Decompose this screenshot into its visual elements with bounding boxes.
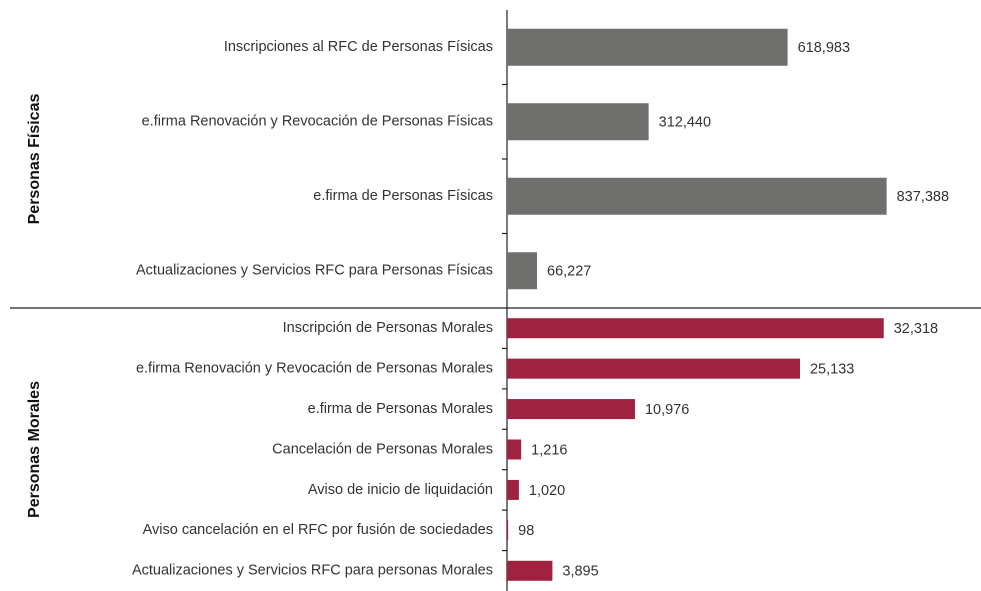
category-label: Inscripciones al RFC de Personas Físicas (224, 39, 493, 55)
bar (507, 520, 509, 541)
category-label: Aviso cancelación en el RFC por fusión d… (143, 522, 493, 538)
category-label: Aviso de inicio de liquidación (308, 482, 493, 498)
value-label: 1,216 (531, 442, 567, 458)
bar (507, 479, 519, 500)
group-label: Personas Físicas (26, 94, 43, 225)
category-label: Inscripción de Personas Morales (283, 320, 493, 336)
category-label: Actualizaciones y Servicios RFC para Per… (136, 263, 493, 279)
bar (507, 439, 522, 460)
bar (507, 252, 538, 290)
value-label: 312,440 (659, 115, 711, 131)
bar (507, 28, 788, 66)
bar (507, 177, 887, 215)
value-label: 618,983 (798, 40, 850, 56)
category-label: Actualizaciones y Servicios RFC para per… (132, 563, 493, 579)
value-label: 1,020 (529, 483, 565, 499)
category-label: Cancelación de Personas Morales (272, 441, 493, 457)
category-label: e.firma Renovación y Revocación de Perso… (142, 114, 493, 130)
value-label: 32,318 (894, 321, 938, 337)
category-label: e.firma Renovación y Revocación de Perso… (136, 360, 493, 376)
bar (507, 318, 884, 339)
category-label: e.firma de Personas Morales (308, 401, 493, 417)
bar (507, 358, 800, 379)
bar (507, 399, 635, 420)
category-label: e.firma de Personas Físicas (313, 188, 493, 204)
value-label: 837,388 (897, 189, 949, 205)
group-label: Personas Morales (26, 381, 43, 518)
bar (507, 103, 649, 141)
value-label: 98 (518, 523, 534, 539)
value-label: 25,133 (810, 361, 854, 377)
value-label: 66,227 (547, 264, 591, 280)
value-label: 10,976 (645, 402, 689, 418)
bar (507, 560, 553, 581)
value-label: 3,895 (562, 564, 598, 580)
